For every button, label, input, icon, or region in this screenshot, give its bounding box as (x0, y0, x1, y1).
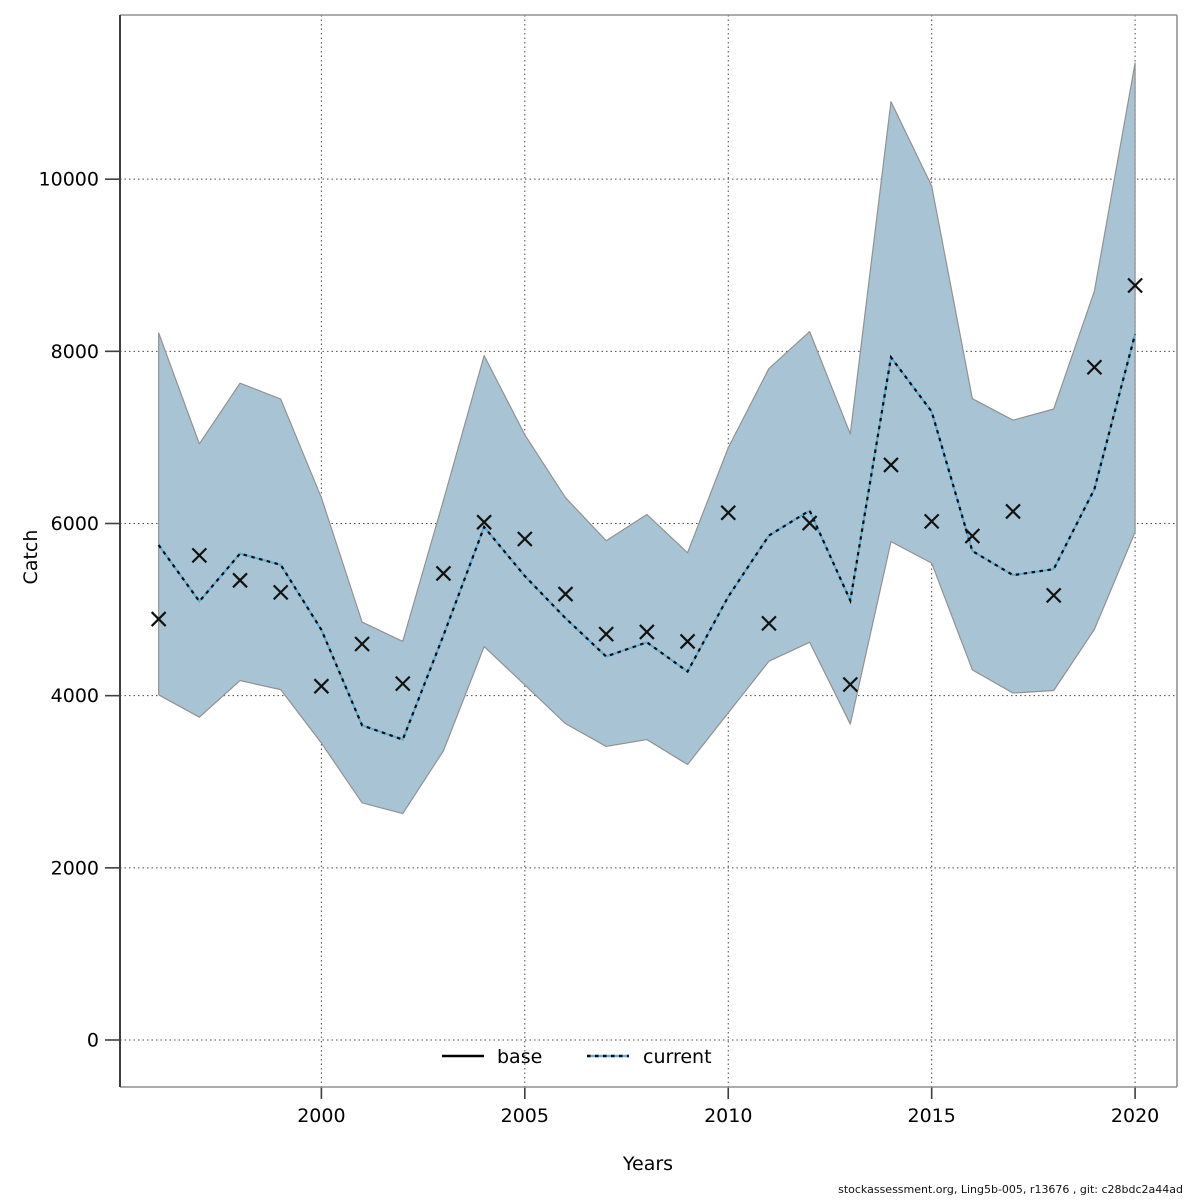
observation-marker (883, 457, 899, 473)
x-marker-stroke (639, 624, 655, 640)
x-marker-stroke (354, 636, 370, 652)
observation-marker (232, 572, 248, 589)
observation-marker (1086, 359, 1103, 376)
current-line (157, 333, 1137, 741)
x-marker-stroke (313, 678, 330, 694)
y-tick-label: 2000 (51, 857, 99, 879)
y-tick-label: 10000 (39, 169, 99, 191)
observation-marker (964, 528, 981, 544)
observation-marker (476, 514, 492, 530)
x-marker-stroke (272, 584, 289, 601)
x-marker-stroke (761, 615, 777, 632)
axis-tick-labels: 0 2000 4000 6000 8000 10000 2000 2005 2010 2015 20… (39, 169, 1160, 1127)
y-tick-label: 8000 (51, 341, 99, 363)
x-marker-stroke (1045, 587, 1062, 604)
observation-marker (1005, 503, 1021, 520)
x-marker-stroke (964, 528, 981, 544)
x-marker-stroke (598, 626, 614, 642)
x-marker-stroke (679, 633, 696, 650)
x-marker-stroke (476, 514, 492, 530)
observation-marker (272, 584, 289, 601)
x-tick-label: 2000 (297, 1105, 345, 1127)
legend-current-label: current (643, 1046, 712, 1068)
x-marker-stroke (923, 513, 940, 530)
y-axis-title: Catch (20, 530, 42, 585)
observed-markers (150, 277, 1143, 694)
x-tick-label: 2005 (501, 1105, 549, 1127)
x-marker-stroke (801, 515, 818, 531)
current-line-dots (157, 333, 1137, 741)
x-marker-stroke (517, 531, 533, 547)
observation-marker (679, 633, 696, 650)
observation-marker (801, 515, 818, 531)
x-marker-stroke (842, 676, 859, 693)
observation-marker (598, 626, 614, 642)
observation-marker (639, 624, 655, 640)
plot-frame (119, 14, 1178, 1088)
observation-marker (150, 611, 167, 627)
x-marker-stroke (1127, 277, 1143, 294)
x-marker-stroke (191, 547, 208, 564)
observation-marker (191, 547, 208, 564)
observation-marker (923, 513, 940, 530)
observation-marker (313, 678, 330, 694)
observation-marker (517, 531, 533, 547)
y-tick-label: 0 (87, 1029, 99, 1051)
x-marker-stroke (1005, 503, 1021, 520)
x-marker-stroke (150, 611, 167, 627)
y-tick-label: 4000 (51, 685, 99, 707)
legend: base current (442, 1046, 712, 1068)
y-tick-label: 6000 (51, 513, 99, 535)
observation-marker (557, 586, 574, 602)
x-marker-stroke (883, 457, 899, 473)
x-marker-stroke (1086, 359, 1103, 376)
confidence-band-area (158, 62, 1136, 815)
observation-marker (1127, 277, 1143, 294)
observation-marker (435, 565, 452, 582)
x-marker-stroke (394, 675, 411, 692)
x-tick-label: 2010 (704, 1105, 752, 1127)
observation-marker (720, 504, 737, 521)
observation-marker (761, 615, 777, 632)
confidence-band (158, 62, 1136, 815)
x-tick-label: 2020 (1111, 1105, 1159, 1127)
x-marker-stroke (435, 565, 452, 582)
x-marker-stroke (557, 586, 574, 602)
x-marker-stroke (720, 504, 737, 521)
legend-base-label: base (497, 1046, 542, 1068)
axis-ticks (105, 178, 1136, 1099)
observation-marker (1045, 587, 1062, 604)
x-axis-title: Years (622, 1153, 673, 1175)
observation-marker (842, 676, 859, 693)
x-tick-label: 2015 (907, 1105, 955, 1127)
observation-marker (394, 675, 411, 692)
footer-note: stockassessment.org, Ling5b-005, r13676 … (838, 1183, 1183, 1196)
x-marker-stroke (232, 572, 248, 589)
observation-marker (354, 636, 370, 652)
